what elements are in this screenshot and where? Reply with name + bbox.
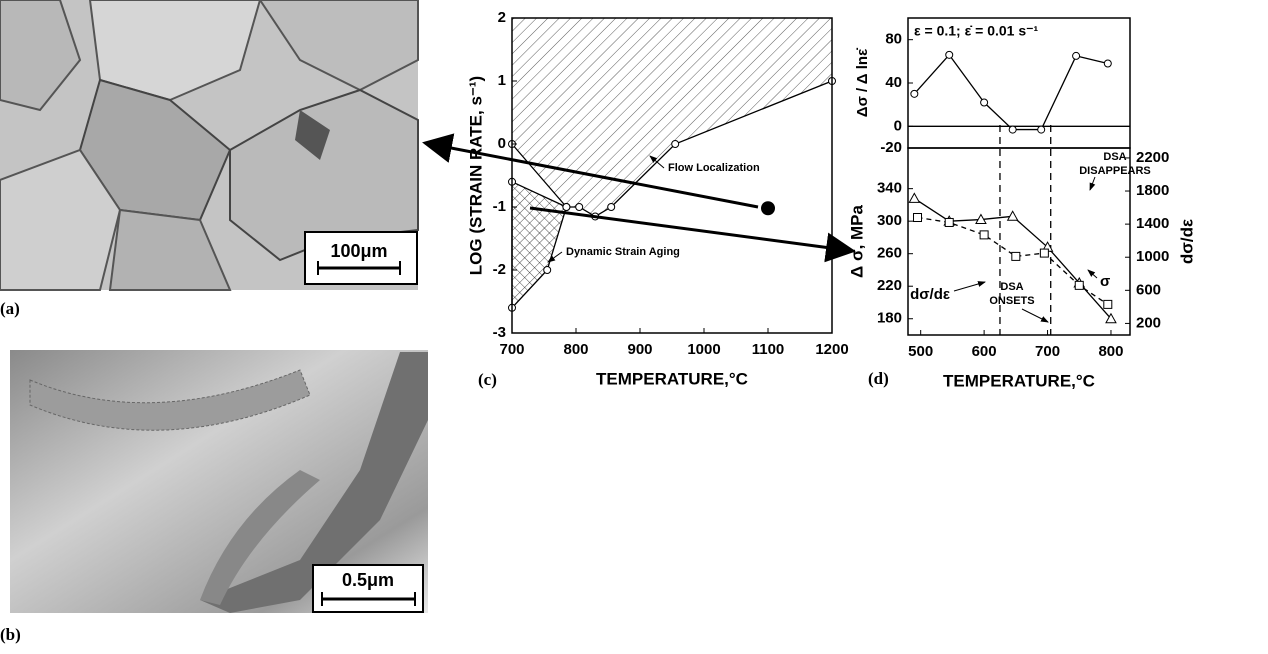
y-axis-label: Δ σ, MPa <box>847 204 866 278</box>
marker <box>607 203 616 211</box>
y-axis-label: Δσ / Δ lnε̇ <box>854 47 871 117</box>
y-tick-label: -3 <box>493 324 506 341</box>
micrograph-a <box>0 0 419 291</box>
y2-axis-label: dσ/dε <box>1177 219 1196 264</box>
region-fill <box>512 181 567 308</box>
leader-line <box>1021 308 1049 323</box>
marker <box>1074 280 1084 290</box>
x-tick-label: 900 <box>627 341 652 358</box>
marker <box>1105 312 1117 324</box>
marker <box>543 266 552 274</box>
marker <box>913 213 923 223</box>
marker <box>945 50 954 59</box>
y2-tick-label: 200 <box>1136 314 1161 331</box>
y-tick-label: 260 <box>877 245 902 262</box>
y-tick-label: 300 <box>877 212 902 229</box>
marker <box>1103 59 1112 68</box>
leader-line <box>1087 269 1098 279</box>
x-tick-label: 800 <box>1098 343 1123 360</box>
y2-tick-label: 1400 <box>1136 215 1169 232</box>
y-tick-label: -1 <box>493 198 506 215</box>
leader-line <box>649 155 665 169</box>
panel-label: (b) <box>0 625 21 644</box>
x-tick-label: 1100 <box>752 341 785 358</box>
marker <box>1006 210 1019 221</box>
y-tick-label: 180 <box>877 310 902 327</box>
y-tick-label: 0 <box>894 117 902 134</box>
x-tick-label: 1000 <box>687 341 720 358</box>
y-tick-label: -2 <box>493 261 506 278</box>
y-tick-label: 340 <box>877 180 902 197</box>
y-tick-label: 220 <box>877 277 902 294</box>
y2-tick-label: 1800 <box>1136 182 1169 199</box>
scale-bar-label: 100μm <box>330 241 387 261</box>
y2-tick-label: 2200 <box>1136 149 1169 166</box>
annotation: ε = 0.1; ε̇ = 0.01 s⁻¹ <box>914 23 1039 39</box>
series-line <box>913 54 1108 131</box>
reference-label: DSA <box>1103 151 1126 163</box>
reference-label: DISAPPEARS <box>1079 165 1151 177</box>
marker <box>910 89 919 98</box>
x-tick-label: 500 <box>908 343 933 360</box>
region-label: Flow Localization <box>668 162 760 174</box>
plot-frame <box>907 147 1131 336</box>
arrow <box>422 133 759 209</box>
scale-bar-label: 0.5μm <box>342 570 394 590</box>
y-tick-label: -20 <box>880 139 902 156</box>
plot-frame <box>511 17 833 334</box>
arrows <box>422 133 856 263</box>
x-tick-label: 700 <box>499 341 524 358</box>
marker <box>1037 125 1046 134</box>
y2-tick-label: 1000 <box>1136 248 1169 265</box>
leader-line <box>1089 176 1096 191</box>
marker <box>1103 299 1113 309</box>
series-label: dσ/dε <box>910 286 950 303</box>
marker <box>1039 248 1049 258</box>
marker <box>575 203 584 211</box>
arrow <box>529 206 856 263</box>
marker <box>975 213 987 225</box>
x-axis-label: TEMPERATURE,°C <box>943 371 1095 390</box>
y-tick-label: 80 <box>885 31 902 48</box>
reference-label: ONSETS <box>989 295 1034 307</box>
charts: Flow Localization Dynamic Strain Aging -3 -… <box>466 9 1196 391</box>
y-axis-label: LOG (STRAIN RATE, s⁻¹) <box>466 76 485 275</box>
x-tick-label: 600 <box>972 343 997 360</box>
x-axis-label: TEMPERATURE,°C <box>596 369 748 388</box>
y-tick-label: 40 <box>885 74 902 91</box>
marker <box>671 140 680 148</box>
panel-label: (d) <box>868 369 889 388</box>
region-fill <box>512 18 832 217</box>
marker <box>908 192 921 203</box>
reference-label: DSA <box>1000 281 1023 293</box>
x-tick-label: 700 <box>1035 343 1060 360</box>
y-tick-label: 2 <box>498 9 506 26</box>
x-tick-label: 1200 <box>815 341 848 358</box>
marker <box>1011 251 1021 261</box>
point <box>761 201 775 216</box>
panel-label: (a) <box>0 299 20 318</box>
marker <box>980 98 989 107</box>
leader-line <box>953 281 986 292</box>
marker <box>1072 51 1081 60</box>
marker <box>562 203 571 211</box>
micrograph-b <box>10 350 428 613</box>
marker <box>1008 125 1017 134</box>
y2-tick-label: 600 <box>1136 281 1161 298</box>
panel-label: (c) <box>478 370 497 389</box>
marker <box>944 217 954 227</box>
leader-line <box>547 251 563 263</box>
x-tick-label: 800 <box>563 341 588 358</box>
y-tick-label: 0 <box>498 135 506 152</box>
marker <box>979 230 989 240</box>
region-label: Dynamic Strain Aging <box>566 246 680 258</box>
y-tick-label: 1 <box>498 72 506 89</box>
series-label: σ <box>1100 273 1110 290</box>
